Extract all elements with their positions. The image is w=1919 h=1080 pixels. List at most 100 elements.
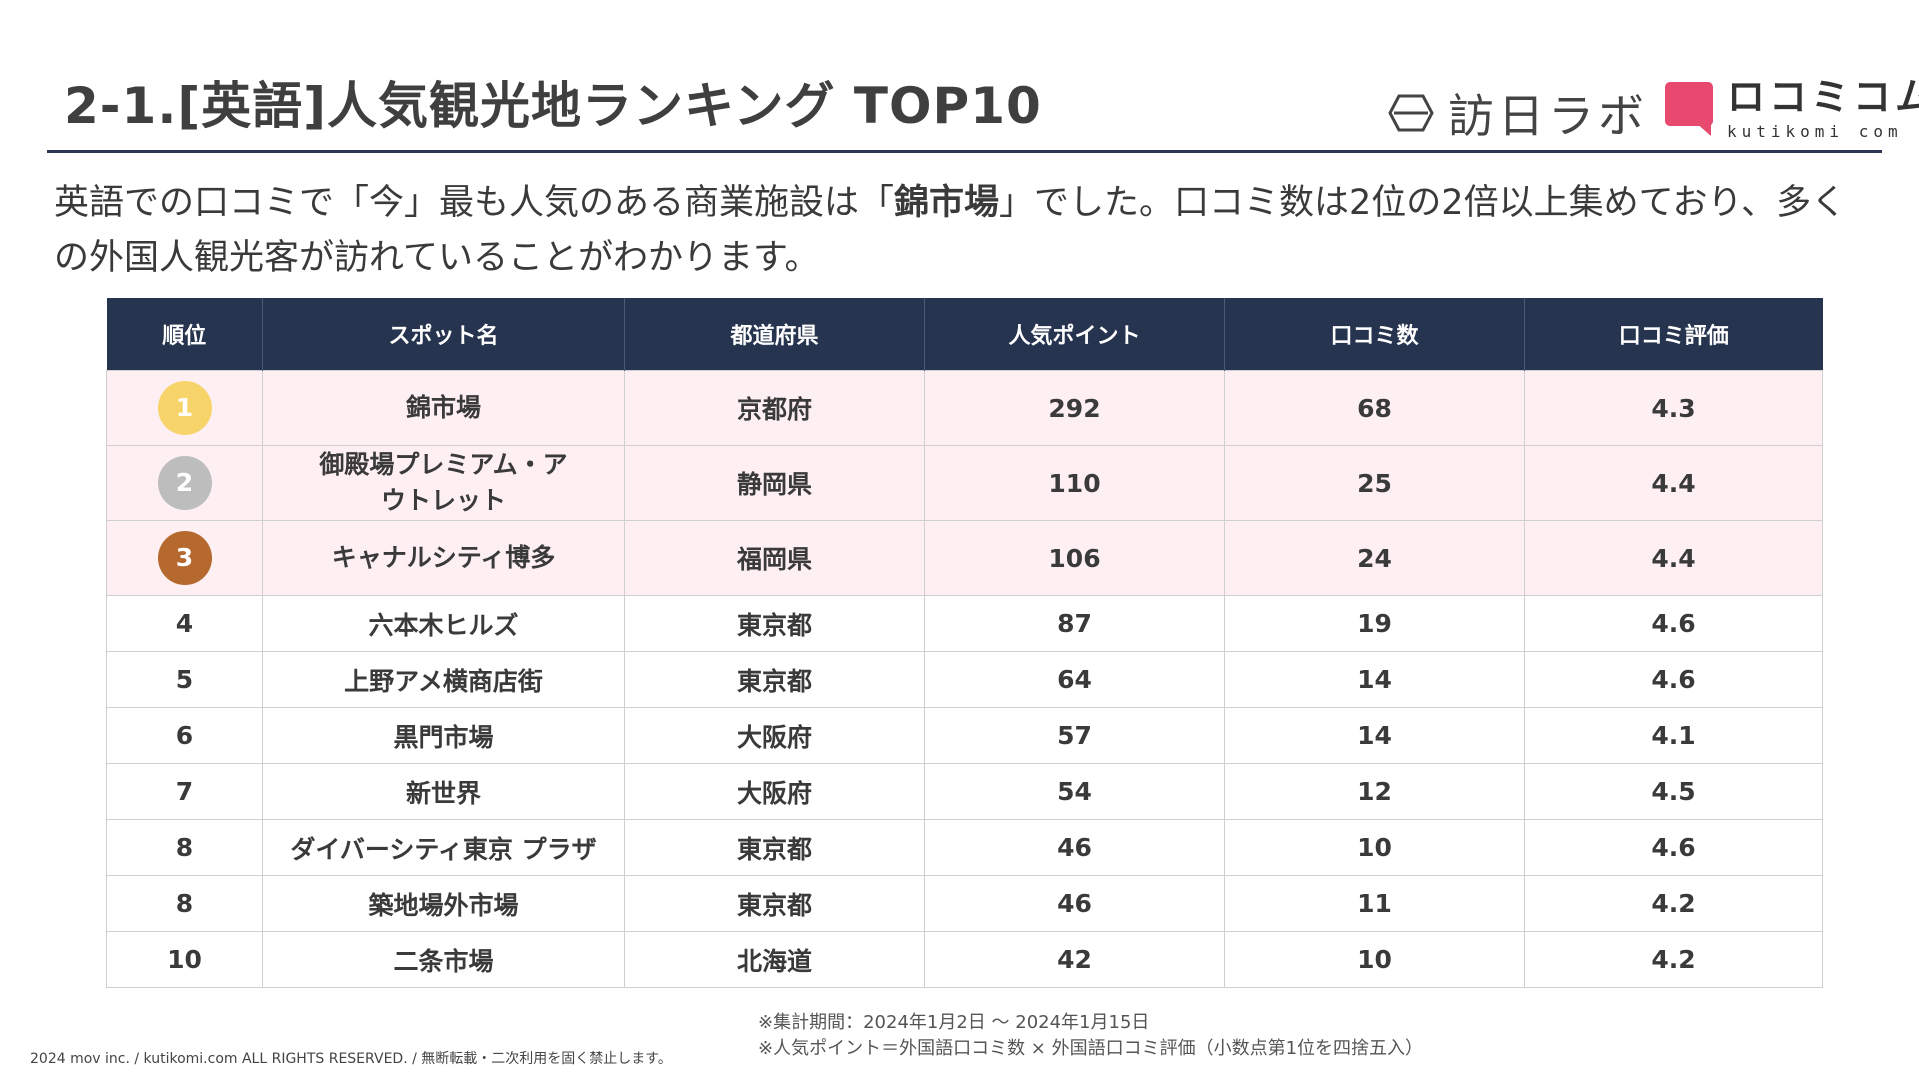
rank-cell: 6 [106,707,263,764]
prefecture-cell: 京都府 [624,370,925,446]
header-popularity-points: 人気ポイント [924,298,1225,371]
rating-cell: 4.1 [1524,707,1823,764]
page-title: 2-1.[英語]人気観光地ランキング TOP10 [64,77,1042,135]
reviews-cell: 10 [1224,819,1525,876]
kutikomi-logo-text: ロコミコム [1727,75,1919,119]
table-row: 5 上野アメ横商店街 東京都 64 14 4.6 [106,651,1823,708]
spot-name: 錦市場 [405,393,481,422]
title-divider [47,150,1882,153]
rating-cell: 4.6 [1524,651,1823,708]
spot-name-cell: 築地場外市場 [262,875,625,932]
lead-highlight: 錦市場 [894,183,1000,223]
lead-text-part1: 英語での口コミで「今」最も人気のある商業施設は「 [54,183,895,223]
rating-cell: 4.6 [1524,819,1823,876]
prefecture-cell: 大阪府 [624,763,925,820]
header-review-count: 口コミ数 [1224,298,1525,371]
reviews-cell: 19 [1224,595,1525,652]
rank-cell: 1 [106,370,263,446]
points-cell: 46 [924,875,1225,932]
spot-name: キャナルシティ博多 [331,543,556,572]
table-row: 8 ダイバーシティ東京 プラザ 東京都 46 10 4.6 [106,819,1823,876]
rating-cell: 4.4 [1524,445,1823,521]
speech-bubble-logo-icon [1665,82,1713,136]
hexagon-logo-icon [1388,94,1434,132]
lead-text-part2: 」でした。口コミ数は2位の2倍以上集めており、多くの外国人観光客が訪れていること… [54,183,1847,278]
table-row: 2 御殿場プレミアム・アウトレット 静岡県 110 25 4.4 [106,445,1823,521]
points-cell: 87 [924,595,1225,652]
rank-badge-silver: 2 [157,456,212,510]
spot-name-cell: 黒門市場 [262,707,625,764]
header-prefecture: 都道府県 [624,298,925,371]
reviews-cell: 10 [1224,931,1525,988]
kutikomi-logo-subtext: kutikomi com [1727,122,1903,141]
points-cell: 57 [924,707,1225,764]
spot-name: 御殿場プレミアム・アウトレット [319,450,568,515]
spot-name-cell: ダイバーシティ東京 プラザ [262,819,625,876]
header-spot-name: スポット名 [262,298,625,371]
prefecture-cell: 静岡県 [624,445,925,521]
footnote-points-formula: ※人気ポイント＝外国語口コミ数 × 外国語口コミ評価（小数点第1位を四捨五入） [758,1038,1424,1059]
prefecture-cell: 大阪府 [624,707,925,764]
reviews-cell: 68 [1224,370,1525,446]
rating-cell: 4.5 [1524,763,1823,820]
rank-cell: 3 [106,520,263,596]
spot-name-cell: 六本木ヒルズ [262,595,625,652]
reviews-cell: 12 [1224,763,1525,820]
rank-badge-bronze: 3 [157,531,212,585]
spot-name-cell: 御殿場プレミアム・アウトレット [262,445,625,521]
header-rank: 順位 [106,298,263,371]
points-cell: 46 [924,819,1225,876]
table-header-row: 順位 スポット名 都道府県 人気ポイント 口コミ数 口コミ評価 [106,298,1823,371]
rank-cell: 8 [106,819,263,876]
rating-cell: 4.6 [1524,595,1823,652]
rank-cell: 10 [106,931,263,988]
spot-name-cell: 錦市場 [262,370,625,446]
houjin-lab-logo-text: 訪日ラボ [1448,89,1648,143]
prefecture-cell: 東京都 [624,819,925,876]
table-row: 1 錦市場 京都府 292 68 4.3 [106,370,1823,446]
header-review-rating: 口コミ評価 [1524,298,1823,371]
rating-cell: 4.4 [1524,520,1823,596]
rank-cell: 4 [106,595,263,652]
reviews-cell: 25 [1224,445,1525,521]
rank-badge-gold: 1 [157,381,212,435]
points-cell: 54 [924,763,1225,820]
points-cell: 64 [924,651,1225,708]
footnote-period: ※集計期間：2024年1月2日 〜 2024年1月15日 [758,1012,1150,1033]
rank-cell: 5 [106,651,263,708]
spot-name-cell: 新世界 [262,763,625,820]
copyright-text: 2024 mov inc. / kutikomi.com ALL RIGHTS … [30,1051,672,1067]
reviews-cell: 14 [1224,707,1525,764]
points-cell: 106 [924,520,1225,596]
rank-cell: 2 [106,445,263,521]
table-row: 3 キャナルシティ博多 福岡県 106 24 4.4 [106,520,1823,596]
points-cell: 292 [924,370,1225,446]
table-row: 6 黒門市場 大阪府 57 14 4.1 [106,707,1823,764]
rank-cell: 7 [106,763,263,820]
reviews-cell: 14 [1224,651,1525,708]
spot-name-cell: 二条市場 [262,931,625,988]
spot-name-cell: キャナルシティ博多 [262,520,625,596]
rating-cell: 4.3 [1524,370,1823,446]
reviews-cell: 24 [1224,520,1525,596]
prefecture-cell: 東京都 [624,595,925,652]
rank-cell: 8 [106,875,263,932]
kutikomi-logo: ロコミコム kutikomi com [1665,78,1919,140]
lead-text: 英語での口コミで「今」最も人気のある商業施設は「錦市場」でした。口コミ数は2位の… [54,176,1854,286]
table-row: 7 新世界 大阪府 54 12 4.5 [106,763,1823,820]
prefecture-cell: 福岡県 [624,520,925,596]
rating-cell: 4.2 [1524,875,1823,932]
spot-name-cell: 上野アメ横商店街 [262,651,625,708]
prefecture-cell: 北海道 [624,931,925,988]
table-row: 4 六本木ヒルズ 東京都 87 19 4.6 [106,595,1823,652]
table-row: 8 築地場外市場 東京都 46 11 4.2 [106,875,1823,932]
houjin-lab-logo: 訪日ラボ [1388,80,1648,146]
points-cell: 110 [924,445,1225,521]
points-cell: 42 [924,931,1225,988]
ranking-table: 順位 スポット名 都道府県 人気ポイント 口コミ数 口コミ評価 1 錦市場 京都… [106,298,1823,988]
rating-cell: 4.2 [1524,931,1823,988]
prefecture-cell: 東京都 [624,651,925,708]
reviews-cell: 11 [1224,875,1525,932]
prefecture-cell: 東京都 [624,875,925,932]
footnotes: ※集計期間：2024年1月2日 〜 2024年1月15日 ※人気ポイント＝外国語… [758,1010,1423,1062]
